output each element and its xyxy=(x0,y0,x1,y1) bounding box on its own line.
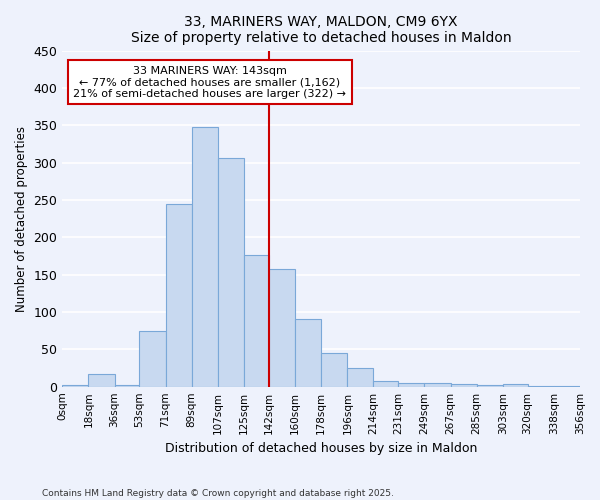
Bar xyxy=(62,385,88,386)
Bar xyxy=(451,384,477,386)
Bar xyxy=(139,332,166,386)
Bar xyxy=(218,158,244,386)
Bar xyxy=(321,353,347,386)
Bar xyxy=(244,255,269,386)
Bar xyxy=(192,128,218,386)
Y-axis label: Number of detached properties: Number of detached properties xyxy=(15,126,28,312)
Bar xyxy=(166,204,192,386)
Bar xyxy=(424,383,451,386)
Text: Contains HM Land Registry data © Crown copyright and database right 2025.: Contains HM Land Registry data © Crown c… xyxy=(42,488,394,498)
Bar xyxy=(373,380,398,386)
Bar xyxy=(269,268,295,386)
Bar xyxy=(477,385,503,386)
Bar xyxy=(295,320,321,386)
Bar xyxy=(347,368,373,386)
Bar xyxy=(503,384,527,386)
X-axis label: Distribution of detached houses by size in Maldon: Distribution of detached houses by size … xyxy=(165,442,478,455)
Bar xyxy=(115,385,139,386)
Text: 33 MARINERS WAY: 143sqm
← 77% of detached houses are smaller (1,162)
21% of semi: 33 MARINERS WAY: 143sqm ← 77% of detache… xyxy=(73,66,346,99)
Bar xyxy=(88,374,115,386)
Title: 33, MARINERS WAY, MALDON, CM9 6YX
Size of property relative to detached houses i: 33, MARINERS WAY, MALDON, CM9 6YX Size o… xyxy=(131,15,511,45)
Bar xyxy=(398,383,424,386)
